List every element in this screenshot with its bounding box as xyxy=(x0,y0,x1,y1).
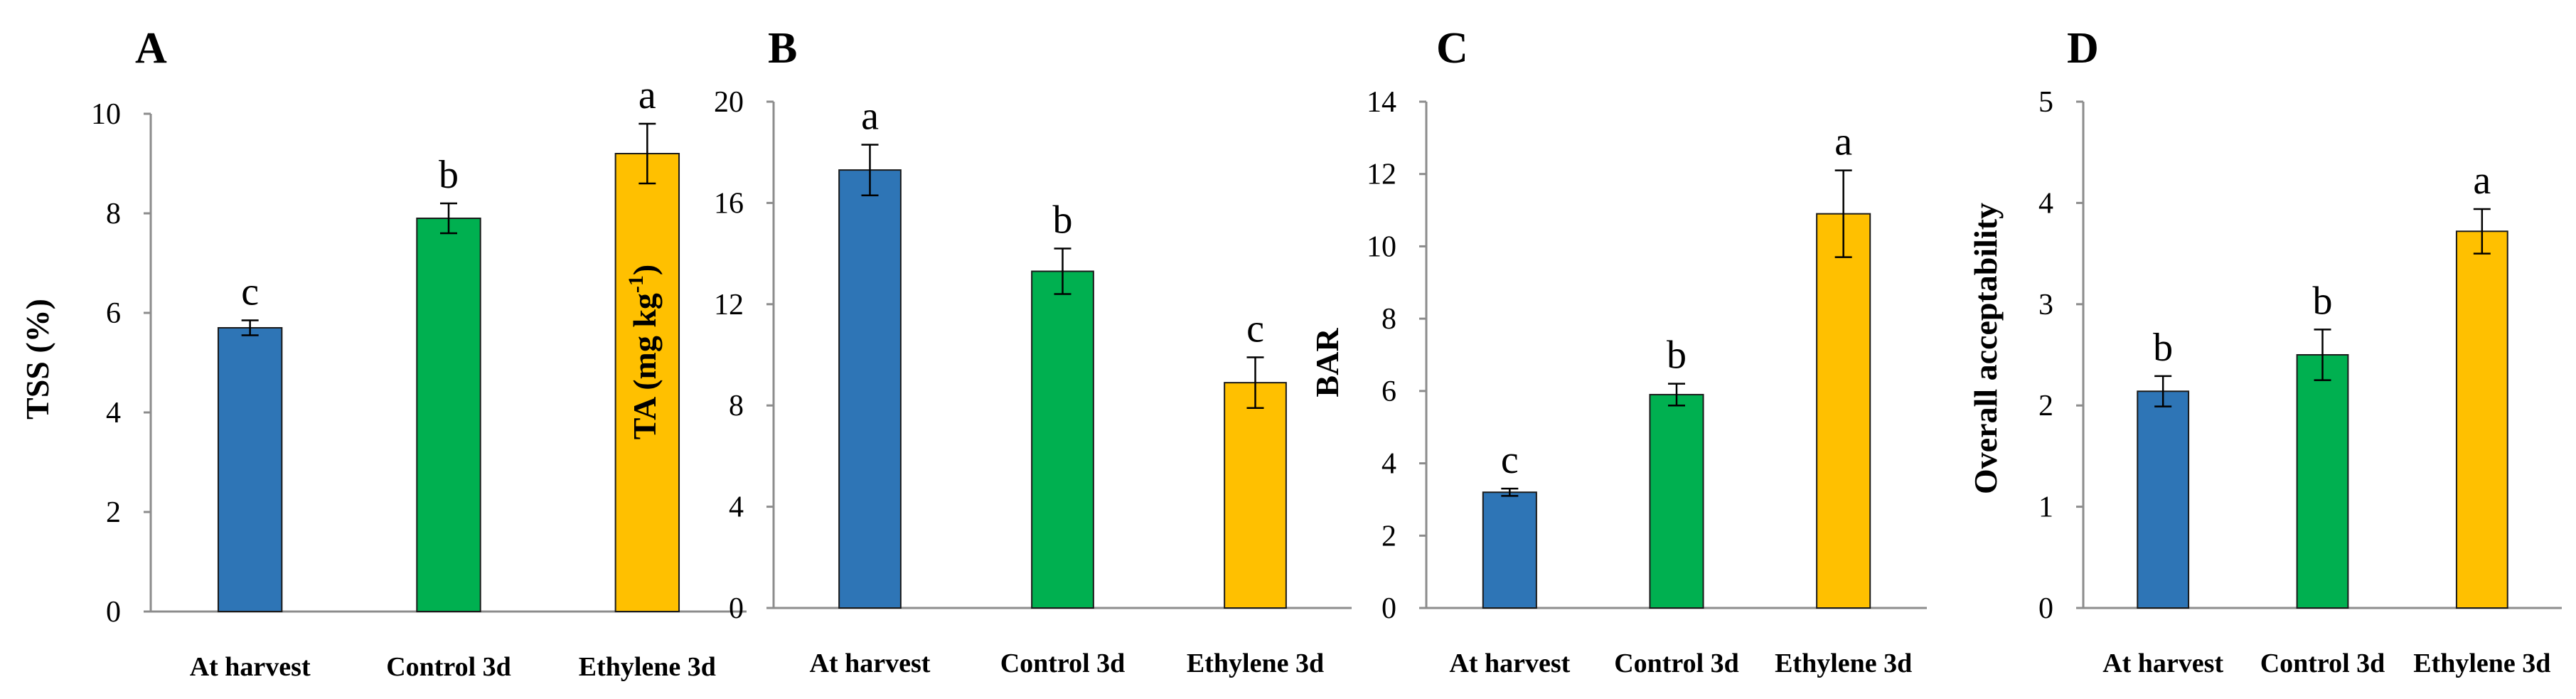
panel-a-x-tick-label: Ethylene 3d xyxy=(579,652,716,682)
panel-a-y-tick-label: 8 xyxy=(106,198,121,230)
panel-c-significance-letter: b xyxy=(1667,334,1687,378)
panel-d-bar xyxy=(2455,230,2508,609)
panel-c-y-tick-label: 4 xyxy=(1381,448,1396,481)
panel-c-x-tick-label: Ethylene 3d xyxy=(1775,649,1912,678)
panel-a-y-tick-label: 0 xyxy=(106,596,121,629)
panel-b-bar xyxy=(1224,382,1287,609)
panel-a: A TSS (%) 0 2 4 6 8 10 c At harvest b Control 3d a… xyxy=(19,24,747,682)
panel-c-label: C xyxy=(1436,24,1468,73)
panel-d-significance-letter: b xyxy=(2153,326,2173,370)
panel-b-significance-letter: b xyxy=(1053,198,1073,242)
panel-a-bar xyxy=(217,327,283,612)
panel-a-bar xyxy=(614,153,680,612)
panel-c-significance-letter: a xyxy=(1834,120,1852,164)
panel-a-x-tick-label: Control 3d xyxy=(386,652,511,682)
panel-d-y-tick-label: 2 xyxy=(2038,390,2053,422)
panel-d-significance-letter: b xyxy=(2313,279,2333,323)
panel-d-y-tick-label: 5 xyxy=(2038,86,2053,119)
panel-d-y-tick-label: 3 xyxy=(2038,289,2053,321)
panel-c: C BAR 0 2 4 6 8 10 12 14 c At harvest b Control 3d a… xyxy=(1309,24,1927,678)
panel-a-y-tick-label: 2 xyxy=(106,496,121,529)
panel-c-bar xyxy=(1482,491,1537,609)
panel-b-y-axis-title-main: TA (mg kg xyxy=(626,293,663,439)
panel-c-x-tick-label: Control 3d xyxy=(1614,649,1739,678)
panel-b-x-tick-label: At harvest xyxy=(810,649,931,678)
panel-a-y-tick-label: 6 xyxy=(106,297,121,330)
panel-b-y-tick-label: 16 xyxy=(714,187,744,220)
panel-b: B TA (mg kg-1) 0 4 8 12 16 20 a At harvest b Cont… xyxy=(624,24,1352,678)
panel-a-plot: 0 2 4 6 8 10 c At harvest b Control 3d a Ethylene 3… xyxy=(91,73,747,682)
panel-d-y-tick-label: 0 xyxy=(2038,592,2053,625)
panel-a-label: A xyxy=(135,24,167,73)
panel-b-y-tick-label: 8 xyxy=(729,390,744,422)
panel-c-y-tick-label: 10 xyxy=(1367,230,1396,263)
panel-d-x-tick-label: Ethylene 3d xyxy=(2413,649,2550,678)
panel-c-y-tick-label: 8 xyxy=(1381,303,1396,336)
panel-a-significance-letter: c xyxy=(241,270,259,314)
panel-a-x-tick-label: At harvest xyxy=(190,652,311,682)
panel-b-y-axis-title-end: ) xyxy=(626,265,663,275)
panel-c-significance-letter: c xyxy=(1501,438,1519,482)
panel-b-y-axis-title: TA (mg kg-1) xyxy=(624,265,663,440)
panel-d-y-axis-title: Overall acceptability xyxy=(1967,203,2004,494)
panel-c-bar xyxy=(1649,393,1704,609)
panel-c-y-tick-label: 6 xyxy=(1381,375,1396,408)
panel-d-plot: 0 1 2 3 4 5 b At harvest b Control 3d a Ethylene 3d xyxy=(2038,86,2562,678)
panel-d-y-tick-label: 4 xyxy=(2038,187,2053,220)
panel-d-bar xyxy=(2296,354,2349,609)
panel-c-y-axis-title: BAR xyxy=(1309,328,1345,397)
panel-b-label: B xyxy=(768,24,797,73)
panel-c-y-tick-label: 2 xyxy=(1381,520,1396,553)
panel-b-y-tick-label: 4 xyxy=(729,491,744,524)
panel-a-significance-letter: b xyxy=(439,153,459,197)
panel-a-significance-letter: a xyxy=(638,73,656,117)
panel-b-bar xyxy=(1031,270,1094,609)
panel-b-x-tick-label: Ethylene 3d xyxy=(1187,649,1324,678)
panel-c-y-tick-label: 14 xyxy=(1367,86,1396,119)
panel-d-x-tick-label: At harvest xyxy=(2102,649,2223,678)
panel-b-significance-letter: c xyxy=(1246,307,1264,351)
panel-a-y-tick-label: 10 xyxy=(91,98,121,131)
panel-a-y-axis-title: TSS (%) xyxy=(19,299,55,420)
panel-b-bar xyxy=(838,169,902,609)
panel-a-y-tick-label: 4 xyxy=(106,397,121,429)
panel-d-x-tick-label: Control 3d xyxy=(2260,649,2385,678)
panel-d-label: D xyxy=(2067,24,2099,73)
panel-a-bar xyxy=(416,218,481,612)
panel-d-y-tick-label: 1 xyxy=(2038,491,2053,524)
panel-d: D Overall acceptability 0 1 2 3 4 5 b At harves… xyxy=(1967,24,2562,678)
panel-b-y-tick-label: 12 xyxy=(714,289,744,321)
panel-b-y-tick-label: 20 xyxy=(714,86,744,119)
panel-b-y-tick-label: 0 xyxy=(729,592,744,625)
panel-c-x-tick-label: At harvest xyxy=(1449,649,1570,678)
panel-b-significance-letter: a xyxy=(861,95,879,139)
panel-c-y-tick-label: 12 xyxy=(1367,159,1396,191)
panel-c-bar xyxy=(1816,213,1871,609)
panel-c-y-tick-label: 0 xyxy=(1381,592,1396,625)
panel-d-significance-letter: a xyxy=(2473,159,2491,203)
panel-d-bar xyxy=(2137,390,2190,609)
panel-b-y-axis-title-sup: -1 xyxy=(624,275,648,293)
panel-b-x-tick-label: Control 3d xyxy=(1000,649,1126,678)
panel-b-plot: 0 4 8 12 16 20 a At harvest b Control 3d c Ethylene… xyxy=(714,86,1352,678)
panel-c-plot: 0 2 4 6 8 10 12 14 c At harvest b Control 3d a Ethyle… xyxy=(1367,86,1927,678)
